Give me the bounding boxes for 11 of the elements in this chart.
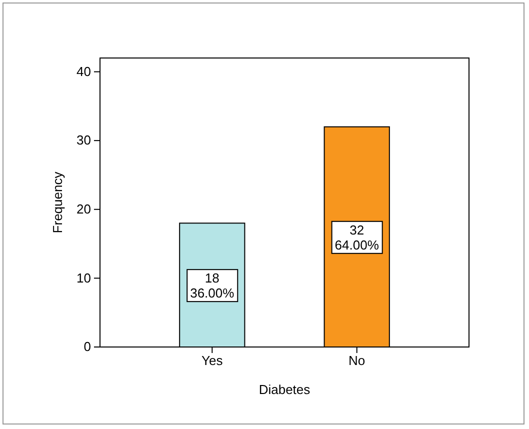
data-label: 18 36.00% [190, 270, 235, 301]
y-tick-label: 0 [84, 339, 91, 354]
data-label: 32 64.00% [334, 222, 380, 252]
y-tick-label: 10 [76, 270, 91, 286]
x-tick-label: Yes [202, 353, 224, 368]
x-axis-title: Diabetes [258, 382, 311, 397]
y-tick-label: 40 [76, 64, 91, 79]
y-tick-label: 20 [76, 202, 91, 217]
x-tick-label: No [348, 353, 366, 368]
y-axis-title: Frequency [50, 171, 65, 234]
y-tick-label: 30 [76, 132, 91, 148]
